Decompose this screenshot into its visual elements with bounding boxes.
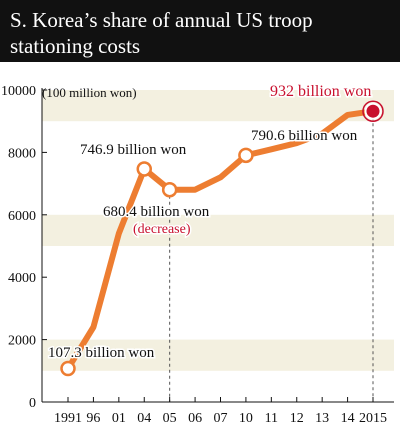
title-bar bbox=[0, 0, 400, 62]
x-axis-ticks: 1991 96 01 04 05 06 07 10 11 12 13 14 2015 bbox=[54, 397, 387, 426]
series-line bbox=[65, 108, 376, 372]
data-label-note: (decrease) bbox=[133, 222, 191, 237]
y-tick-label: 8000 bbox=[8, 146, 36, 161]
chart-title-line-1: S. Korea’s share of annual US troop bbox=[10, 8, 313, 32]
data-point-marker bbox=[60, 360, 76, 377]
x-tick-label: 12 bbox=[290, 411, 304, 426]
x-tick-label: 11 bbox=[265, 411, 278, 426]
data-point-marker-highlight bbox=[364, 102, 382, 120]
x-tick-label: 01 bbox=[112, 411, 126, 426]
y-tick-label: 2000 bbox=[8, 334, 36, 349]
data-point-marker-ring bbox=[362, 100, 384, 122]
data-label: 746.9 billion won bbox=[80, 142, 187, 158]
axes bbox=[41, 88, 394, 403]
x-tick-label: 10 bbox=[239, 411, 253, 426]
chart-title-line-2: stationing costs bbox=[10, 34, 140, 58]
x-tick-label: 07 bbox=[214, 411, 228, 426]
background-bands bbox=[42, 90, 394, 371]
x-tick-label: 1991 bbox=[54, 411, 82, 426]
data-point-marker bbox=[238, 147, 254, 164]
series-polyline bbox=[65, 108, 376, 372]
data-point-marker bbox=[161, 181, 178, 198]
x-tick-label: 96 bbox=[86, 411, 100, 426]
x-tick-label: 2015 bbox=[359, 411, 387, 426]
y-axis-unit-label: (100 million won) bbox=[42, 85, 137, 100]
y-tick-label: 4000 bbox=[8, 271, 36, 286]
background-band bbox=[42, 339, 394, 371]
x-tick-label: 13 bbox=[315, 411, 329, 426]
data-point-marker bbox=[136, 161, 152, 177]
background-band bbox=[42, 214, 394, 246]
data-label: 680.4 billion won bbox=[103, 204, 210, 220]
x-tick-label: 06 bbox=[188, 411, 202, 426]
y-tick-label: 0 bbox=[29, 396, 36, 411]
x-tick-label: 05 bbox=[163, 411, 177, 426]
y-tick-label: 6000 bbox=[8, 209, 36, 224]
x-tick-label: 04 bbox=[137, 411, 151, 426]
background-band bbox=[42, 90, 394, 122]
data-labels: 107.3 billion won 746.9 billion won 680.4 … bbox=[47, 82, 373, 363]
data-label: 107.3 billion won bbox=[48, 345, 155, 361]
x-tick-label: 14 bbox=[341, 411, 355, 426]
data-label-highlight: 932 billion won bbox=[270, 83, 371, 100]
annotation-guides bbox=[169, 111, 374, 402]
data-markers bbox=[60, 100, 384, 377]
y-axis-ticks: 0 2000 4000 6000 8000 10000 bbox=[1, 84, 47, 411]
data-label: 790.6 billion won bbox=[251, 128, 358, 144]
y-tick-label: 10000 bbox=[1, 84, 36, 99]
